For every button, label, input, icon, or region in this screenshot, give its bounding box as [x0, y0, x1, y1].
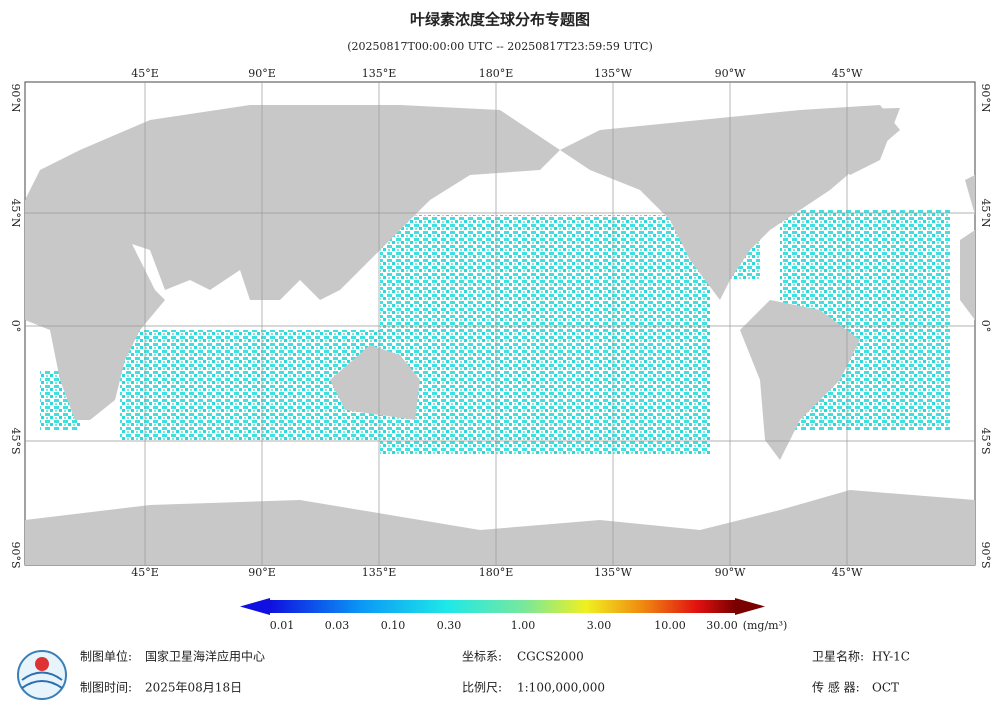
lon-label: 180°E — [479, 67, 514, 80]
lat-label: 45°N — [9, 198, 22, 227]
footer-label: 制图单位: — [80, 649, 132, 664]
colorbar-gradient — [270, 600, 735, 613]
lat-label: 90°S — [979, 541, 992, 568]
lon-label: 90°E — [248, 67, 276, 80]
lat-label: 45°S — [9, 427, 22, 454]
lat-label: 90°N — [979, 83, 992, 112]
lat-label: 45°S — [979, 427, 992, 454]
footer-label: 比例尺: — [462, 681, 502, 695]
lon-label: 45°W — [832, 566, 863, 579]
footer-value: OCT — [872, 681, 899, 695]
lat-label: 90°S — [9, 541, 22, 568]
subtitle: (20250817T00:00:00 UTC -- 20250817T23:59… — [347, 40, 653, 53]
lat-label: 0° — [979, 320, 992, 333]
colorbar-tick-label: 30.00 — [706, 619, 738, 632]
lon-label: 90°E — [248, 566, 276, 579]
lon-label: 45°E — [131, 566, 159, 579]
footer-label: 坐标系: — [462, 650, 502, 664]
colorbar-unit: (mg/m³) — [743, 619, 788, 632]
colorbar: (mg/m³) — [240, 598, 787, 632]
lat-label: 45°N — [979, 198, 992, 227]
lon-label: 90°W — [715, 566, 746, 579]
lon-label: 135°W — [594, 67, 632, 80]
lon-label: 135°W — [594, 566, 632, 579]
footer-value: HY-1C — [872, 650, 910, 664]
footer-value: 1:100,000,000 — [517, 681, 605, 695]
title: 叶绿素浓度全球分布专题图 — [410, 11, 590, 29]
map — [24, 81, 976, 566]
colorbar-tick-label: 0.03 — [325, 619, 350, 632]
footer-label: 制图时间: — [80, 681, 132, 695]
colorbar-low-arrow — [240, 598, 270, 615]
colorbar-tick-label: 3.00 — [587, 619, 612, 632]
colorbar-tick-label: 0.01 — [270, 619, 295, 632]
lon-label: 135°E — [362, 67, 397, 80]
colorbar-tick-label: 10.00 — [654, 619, 686, 632]
logo — [17, 650, 67, 700]
lon-label: 45°E — [131, 67, 159, 80]
colorbar-tick-label: 0.30 — [437, 619, 462, 632]
land — [25, 105, 975, 565]
lat-label: 0° — [9, 320, 22, 333]
lon-label: 135°E — [362, 566, 397, 579]
footer-value: 2025年08月18日 — [145, 681, 242, 695]
lat-label: 90°N — [9, 83, 22, 112]
footer-value: 国家卫星海洋应用中心 — [145, 649, 265, 664]
lon-label: 180°E — [479, 566, 514, 579]
colorbar-tick-label: 1.00 — [511, 619, 536, 632]
lon-label: 90°W — [715, 67, 746, 80]
colorbar-tick-label: 0.10 — [381, 619, 406, 632]
colorbar-high-arrow — [735, 598, 765, 615]
lon-label: 45°W — [832, 67, 863, 80]
footer-label: 传 感 器: — [812, 680, 860, 695]
footer-label: 卫星名称: — [812, 649, 864, 664]
footer-value: CGCS2000 — [517, 650, 584, 664]
